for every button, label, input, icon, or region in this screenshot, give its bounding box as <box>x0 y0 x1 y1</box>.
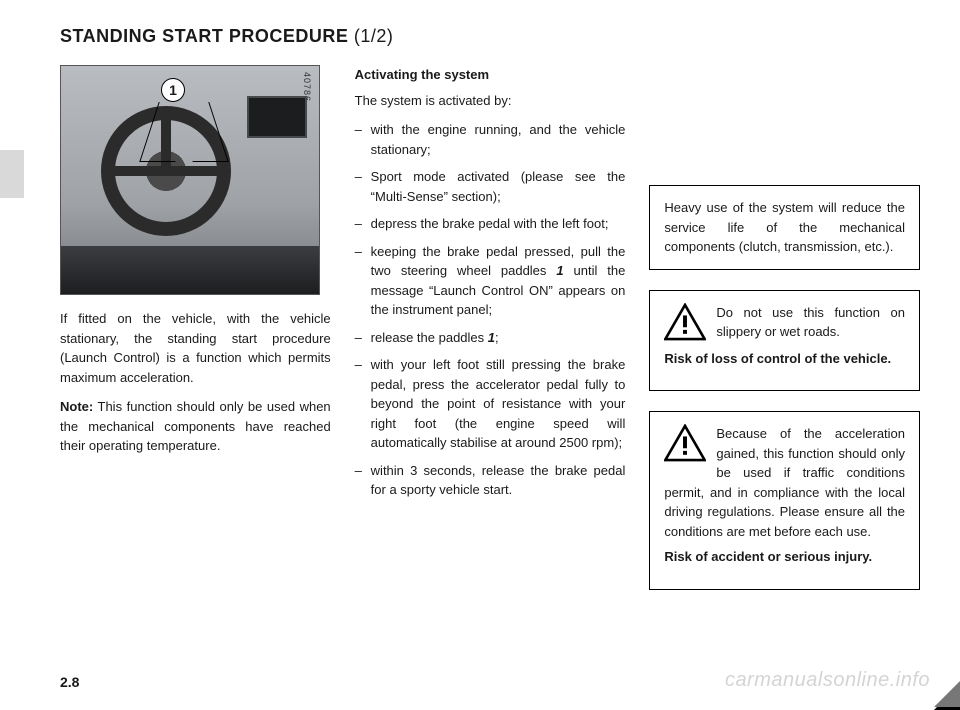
content-columns: 40786 1 If fitted on the vehicle, with t… <box>60 65 920 710</box>
dashboard-screen-shape <box>247 96 307 138</box>
title-part: (1/2) <box>354 26 394 46</box>
activating-heading: Activating the system <box>355 65 626 85</box>
step-2: Sport mode activated (please see the “Mu… <box>355 167 626 206</box>
paddle-ref-2: 1 <box>488 330 495 345</box>
warning-box-slippery: Do not use this function on slippery or … <box>649 290 920 392</box>
page-corner-fold <box>934 684 960 710</box>
warning-icon <box>664 424 706 462</box>
intro-paragraph: If fitted on the vehicle, with the vehic… <box>60 309 331 387</box>
page-title: STANDING START PROCEDURE (1/2) <box>60 26 920 47</box>
callout-1: 1 <box>161 78 185 102</box>
column-left: 40786 1 If fitted on the vehicle, with t… <box>60 65 331 710</box>
info-box-service-life-text: Heavy use of the system will reduce the … <box>664 200 905 254</box>
step-6: with your left foot still pressing the b… <box>355 355 626 453</box>
column-right: Heavy use of the system will reduce the … <box>649 65 920 710</box>
dashboard-shape <box>61 246 319 294</box>
column-middle: Activating the system The system is acti… <box>355 65 626 710</box>
note-label: Note: <box>60 399 93 414</box>
title-main: STANDING START PROCEDURE <box>60 26 348 46</box>
warning-box-traffic: Because of the acceleration gained, this… <box>649 411 920 590</box>
warning-slippery-text: Do not use this function on slippery or … <box>716 305 905 340</box>
watermark: carmanualsonline.info <box>725 669 930 692</box>
note-text: This function should only be used when t… <box>60 399 331 453</box>
note-paragraph: Note: This function should only be used … <box>60 397 331 456</box>
step-5b: ; <box>495 330 499 345</box>
activating-lead: The system is activated by: <box>355 91 626 111</box>
section-tab <box>0 150 24 198</box>
activation-steps: with the engine running, and the vehicle… <box>355 120 626 500</box>
step-5: release the paddles 1; <box>355 328 626 348</box>
steering-wheel-figure: 40786 1 <box>60 65 320 295</box>
manual-page: STANDING START PROCEDURE (1/2) 40786 1 I… <box>0 0 960 710</box>
warning-traffic-risk: Risk of accident or serious injury. <box>664 547 905 567</box>
step-5a: release the paddles <box>371 330 488 345</box>
step-4: keeping the brake pedal pressed, pull th… <box>355 242 626 320</box>
step-1: with the engine running, and the vehicle… <box>355 120 626 159</box>
step-3: depress the brake pedal with the left fo… <box>355 214 626 234</box>
warning-slippery-risk: Risk of loss of control of the vehicle. <box>664 349 905 369</box>
paddle-ref-1: 1 <box>556 263 563 278</box>
steering-wheel-shape <box>101 106 231 236</box>
step-7: within 3 seconds, release the brake peda… <box>355 461 626 500</box>
warning-icon <box>664 303 706 341</box>
page-number: 2.8 <box>60 674 79 690</box>
info-box-service-life: Heavy use of the system will reduce the … <box>649 185 920 270</box>
